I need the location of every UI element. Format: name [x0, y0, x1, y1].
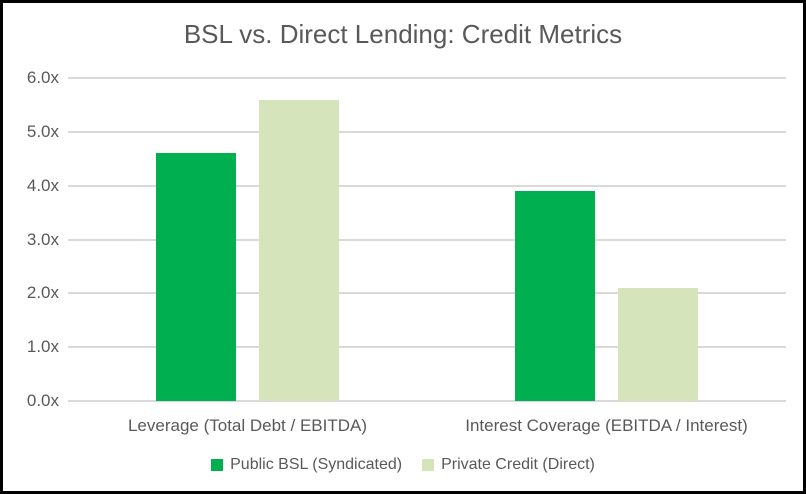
legend-entry-series1: Private Credit (Direct) [422, 455, 595, 475]
y-tick-label: 0.0x [26, 391, 59, 410]
gridline [68, 400, 786, 402]
gridline [68, 346, 786, 349]
plot-area [68, 77, 786, 402]
legend-swatch-icon [422, 459, 435, 471]
bar-series0-cat0 [156, 153, 236, 401]
x-category-label: Leverage (Total Debt / EBITDA) [127, 416, 368, 435]
x-category-label: Interest Coverage (EBITDA / Interest) [465, 416, 748, 435]
bar-series1-cat0 [259, 99, 339, 401]
y-tick-label: 1.0x [26, 337, 59, 357]
gridline [68, 292, 786, 295]
legend-label: Public BSL (Syndicated) [230, 456, 403, 473]
y-tick-label: 4.0x [26, 175, 59, 195]
legend-swatch-icon [211, 459, 224, 471]
gridline [68, 77, 786, 79]
y-tick-label: 3.0x [26, 229, 59, 249]
y-tick-label: 5.0x [26, 121, 59, 141]
bar-series0-cat1 [515, 191, 595, 401]
y-tick-label: 2.0x [26, 283, 59, 303]
gridline [68, 184, 786, 187]
bar-series1-cat1 [618, 287, 698, 401]
gridline [68, 130, 786, 133]
legend-entry-series0: Public BSL (Syndicated) [211, 455, 402, 475]
y-tick-label: 6.0x [26, 68, 59, 87]
legend: Public BSL (Syndicated) Private Credit (D… [3, 455, 803, 475]
gridline [68, 238, 786, 241]
chart-title: BSL vs. Direct Lending: Credit Metrics [183, 19, 623, 49]
legend-label: Private Credit (Direct) [441, 456, 595, 473]
